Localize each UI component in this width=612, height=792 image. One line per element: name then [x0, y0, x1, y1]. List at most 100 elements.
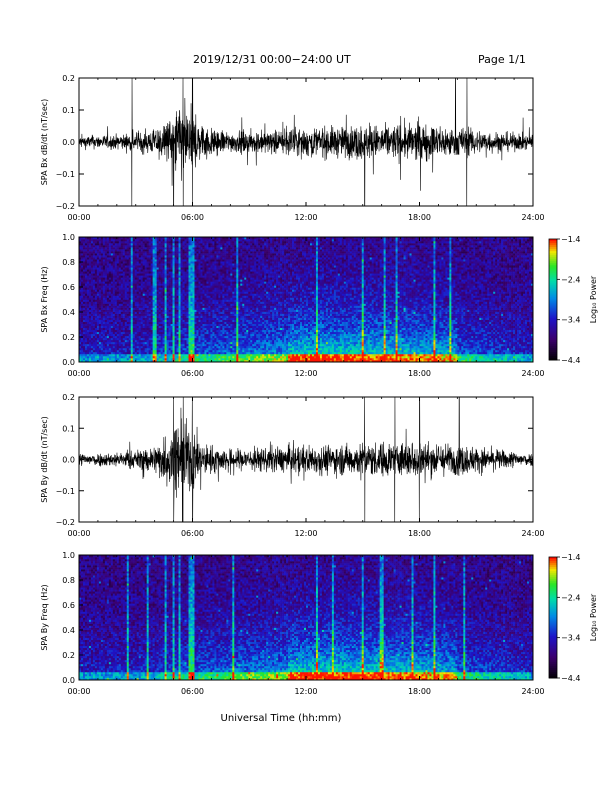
heat-cell [111, 263, 113, 265]
heat-cell [109, 308, 111, 310]
heat-cell [97, 316, 99, 318]
heat-cell [157, 326, 159, 328]
heat-cell [230, 251, 232, 253]
heat-cell [151, 293, 153, 295]
heat-cell [175, 275, 177, 277]
heat-cell [143, 330, 145, 332]
heat-cell [200, 269, 202, 271]
heat-cell [189, 308, 191, 310]
heat-cell [230, 340, 232, 342]
heat-cell [232, 322, 234, 324]
heat-cell [97, 271, 99, 273]
heat-cell [189, 279, 191, 281]
heat-cell [208, 269, 210, 271]
heat-cell [165, 310, 167, 312]
heat-cell [143, 322, 145, 324]
heat-cell [167, 346, 169, 348]
heat-cell [119, 326, 121, 328]
heat-cell [177, 334, 179, 336]
heat-cell [196, 291, 198, 293]
heat-cell [137, 239, 139, 241]
heat-cell [179, 300, 181, 302]
heat-cell [183, 277, 185, 279]
heat-cell [137, 267, 139, 269]
heat-cell [85, 249, 87, 251]
heat-cell [232, 342, 234, 344]
heat-cell [185, 275, 187, 277]
heat-cell [105, 257, 107, 259]
heat-cell [179, 259, 181, 261]
heat-cell [165, 302, 167, 304]
heat-cell [171, 269, 173, 271]
heat-cell [222, 308, 224, 310]
heat-cell [230, 304, 232, 306]
heat-cell [107, 336, 109, 338]
heat-cell [234, 342, 236, 344]
heat-cell [151, 239, 153, 241]
heat-cell [153, 239, 155, 241]
heat-cell [208, 346, 210, 348]
heat-cell [151, 279, 153, 281]
heat-cell [113, 257, 115, 259]
heat-cell [222, 245, 224, 247]
heat-cell [216, 352, 218, 354]
heat-cell [145, 269, 147, 271]
heat-cell [107, 269, 109, 271]
heat-cell [226, 275, 228, 277]
heat-cell [230, 263, 232, 265]
heat-cell [198, 273, 200, 275]
heat-cell [85, 358, 87, 360]
heat-cell [220, 310, 222, 312]
heat-cell [81, 249, 83, 251]
heat-cell [149, 308, 151, 310]
heat-cell [198, 285, 200, 287]
heat-cell [129, 322, 131, 324]
heat-cell [113, 295, 115, 297]
heat-cell [167, 310, 169, 312]
heat-cell [147, 271, 149, 273]
heat-cell [111, 283, 113, 285]
heat-cell [149, 332, 151, 334]
heat-cell [185, 261, 187, 263]
heat-cell [135, 259, 137, 261]
heat-cell [161, 251, 163, 253]
heat-cell [101, 259, 103, 261]
heat-cell [115, 257, 117, 259]
heat-cell [127, 277, 129, 279]
heat-cell [115, 243, 117, 245]
heat-cell [89, 267, 91, 269]
heat-cell [129, 356, 131, 358]
heat-cell [123, 287, 125, 289]
heat-cell [83, 259, 85, 261]
heat-cell [193, 277, 195, 279]
heat-cell [99, 318, 101, 320]
heat-cell [137, 251, 139, 253]
heat-cell [81, 324, 83, 326]
heat-cell [85, 328, 87, 330]
heat-cell [107, 239, 109, 241]
heat-cell [212, 312, 214, 314]
heat-cell [97, 269, 99, 271]
heat-cell [81, 255, 83, 257]
heat-cell [111, 342, 113, 344]
heat-cell [226, 324, 228, 326]
heat-cell [119, 247, 121, 249]
heat-cell [121, 346, 123, 348]
heat-cell [230, 302, 232, 304]
heat-cell [169, 352, 171, 354]
heat-cell [194, 269, 196, 271]
heat-cell [93, 239, 95, 241]
heat-cell [93, 241, 95, 243]
heat-cell [183, 287, 185, 289]
heat-cell [202, 312, 204, 314]
heat-cell [200, 334, 202, 336]
heat-cell [153, 287, 155, 289]
heat-cell [185, 277, 187, 279]
heat-cell [97, 300, 99, 302]
heat-cell [169, 318, 171, 320]
heat-cell [155, 257, 157, 259]
heat-cell [222, 249, 224, 251]
heat-cell [105, 289, 107, 291]
heat-cell [139, 253, 141, 255]
heat-cell [131, 322, 133, 324]
